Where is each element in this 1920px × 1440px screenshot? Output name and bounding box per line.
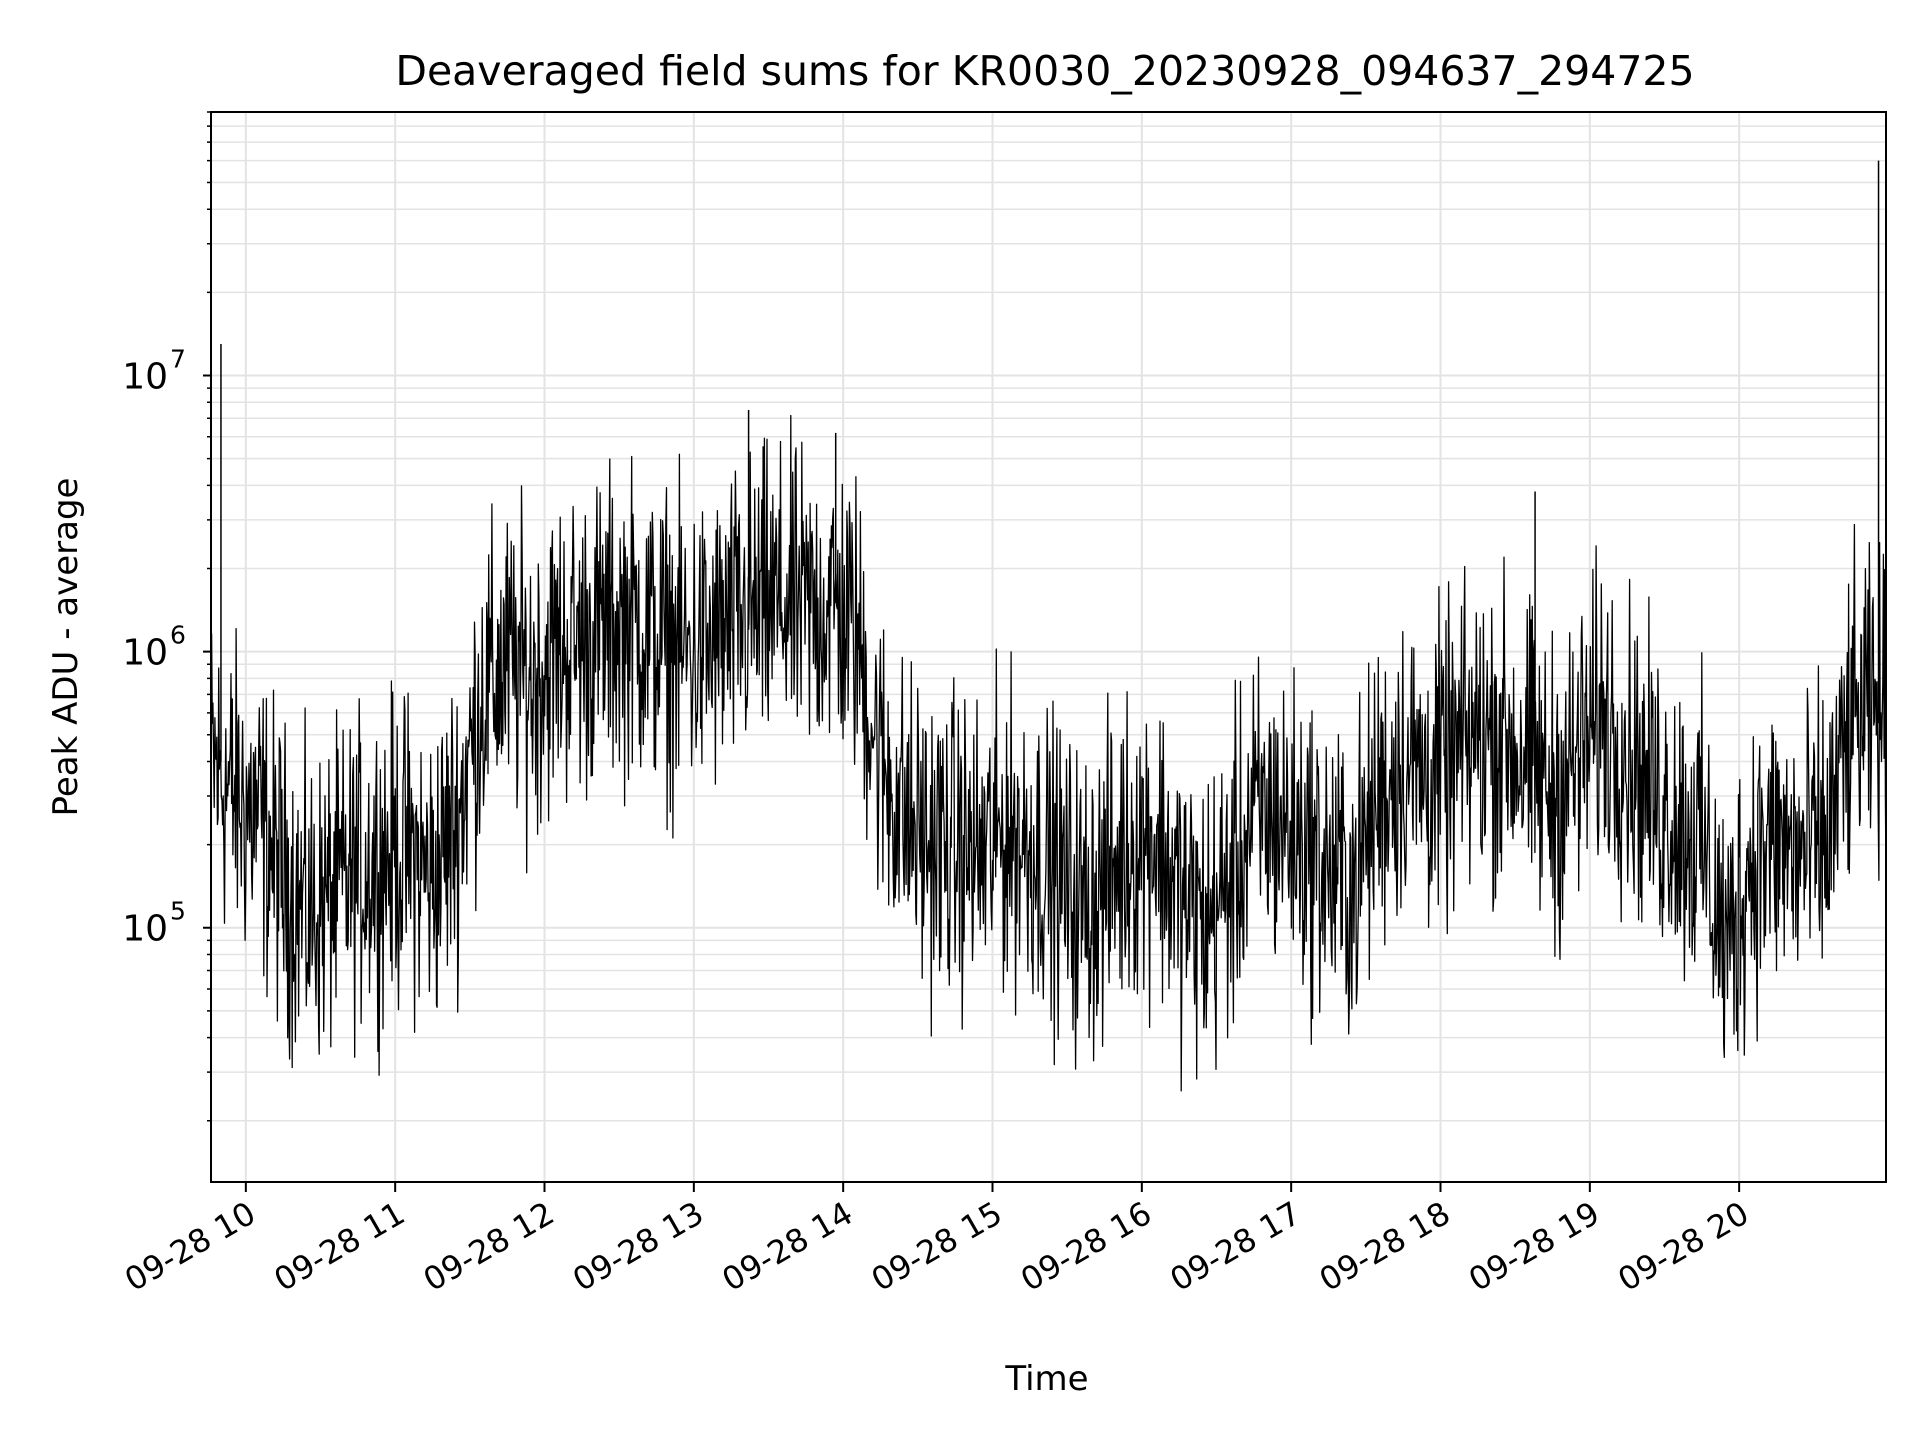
x-tick-label: 09-28 12 [417,1194,561,1299]
y-tick-label-base: 10 [122,356,168,397]
series-group [210,160,1887,1092]
x-axis-label: Time [1004,1359,1088,1399]
x-tick-label: 09-28 11 [268,1194,412,1299]
x-tick-label: 09-28 20 [1612,1194,1756,1299]
plot-frame [210,111,1887,1183]
chart-title: Deaveraged field sums for KR0030_2023092… [395,47,1694,95]
x-tick-label: 09-28 10 [118,1194,262,1299]
x-tick-label: 09-28 16 [1014,1194,1158,1299]
x-axis-ticks: 09-28 10 09-28 11 09-28 12 09-28 13 09-28 14… [118,1182,1755,1299]
y-axis-label: Peak ADU - average [46,478,86,817]
y-tick-label-exponent: 7 [170,344,186,373]
y-tick-label-base: 10 [122,633,168,674]
x-tick-label: 09-28 13 [566,1194,710,1299]
y-tick-label-exponent: 6 [170,621,186,650]
x-tick-label: 09-28 19 [1462,1194,1606,1299]
y-tick-label-base: 10 [122,909,168,950]
series-line [210,414,1887,1092]
x-tick-label: 09-28 17 [1164,1194,1308,1299]
x-tick-label: 09-28 14 [716,1194,860,1299]
x-tick-label: 09-28 15 [865,1194,1009,1299]
x-tick-label: 09-28 18 [1313,1194,1457,1299]
y-tick-label-exponent: 5 [170,897,186,926]
